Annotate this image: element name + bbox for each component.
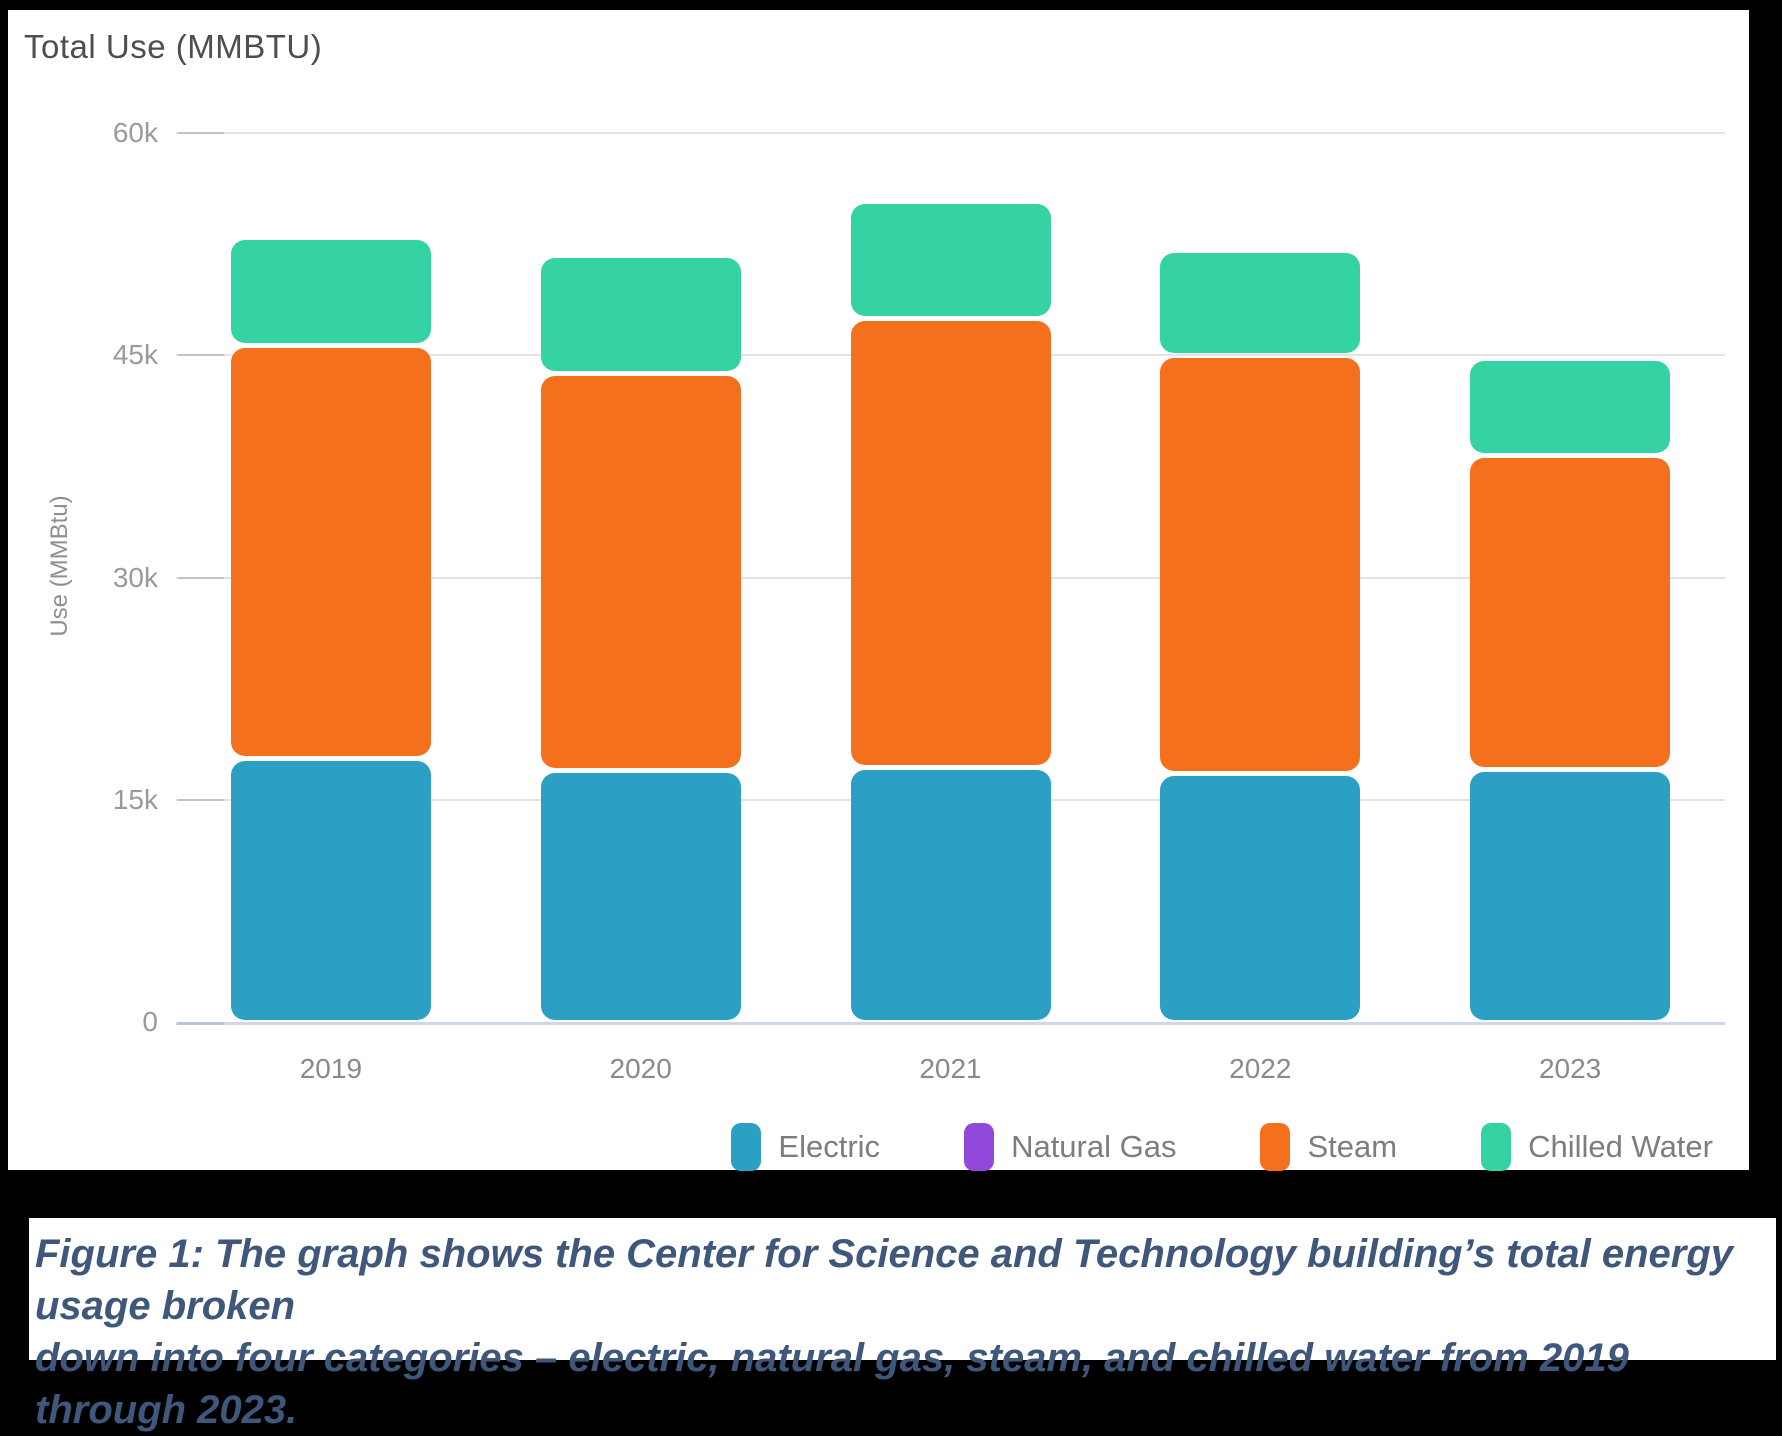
- bar-segment-electric-2023[interactable]: [1470, 771, 1671, 1020]
- x-axis-labels: 2019 2020 2021 2022 2023: [176, 1053, 1725, 1093]
- legend: Electric Natural Gas Steam Chilled Water: [731, 1120, 1713, 1174]
- x-tick-label-2022: 2022: [1229, 1053, 1292, 1084]
- bar-segment-steam-2020[interactable]: [540, 376, 741, 769]
- bar-segment-steam-2021[interactable]: [850, 321, 1051, 766]
- caption-line-1: Figure 1: The graph shows the Center for…: [35, 1232, 1734, 1328]
- bar-segment-steam-2019[interactable]: [230, 347, 431, 757]
- caption-line-2: down into four categories – electric, na…: [35, 1336, 1629, 1432]
- chart-panel: Total Use (MMBTU) Use (MMBtu) 0 15k 30k 45k…: [8, 10, 1749, 1171]
- y-tick-mark-30k: [178, 576, 224, 579]
- y-tick-label-15k: 15k: [112, 783, 158, 815]
- bar-segment-chilled-water-2021[interactable]: [850, 204, 1051, 317]
- chart-title: Total Use (MMBTU): [24, 28, 323, 65]
- legend-swatch-natural-gas: [964, 1123, 995, 1171]
- zero-axis-tick: [178, 1022, 224, 1025]
- x-tick-label-2023: 2023: [1538, 1053, 1602, 1084]
- legend-label-natural-gas: Natural Gas: [1011, 1129, 1177, 1164]
- legend-label-steam: Steam: [1307, 1129, 1398, 1164]
- bar-segment-electric-2020[interactable]: [540, 773, 741, 1020]
- bar-segment-chilled-water-2020[interactable]: [540, 257, 741, 372]
- legend-label-chilled-water: Chilled Water: [1528, 1129, 1713, 1164]
- bar-segment-chilled-water-2023[interactable]: [1470, 361, 1671, 453]
- gridline-60k: [176, 132, 1725, 134]
- x-tick-label-2020: 2020: [609, 1053, 672, 1084]
- legend-item-steam[interactable]: Steam: [1260, 1123, 1397, 1171]
- bar-segment-steam-2022[interactable]: [1160, 358, 1361, 772]
- x-tick-label-2021: 2021: [919, 1053, 982, 1084]
- caption-panel: Figure 1: The graph shows the Center for…: [29, 1218, 1776, 1432]
- legend-item-electric[interactable]: Electric: [731, 1123, 880, 1171]
- legend-swatch-chilled-water: [1481, 1123, 1512, 1171]
- legend-label-electric: Electric: [778, 1129, 881, 1164]
- y-tick-label-45k: 45k: [112, 339, 158, 371]
- legend-swatch-steam: [1260, 1123, 1291, 1171]
- legend-item-chilled-water[interactable]: Chilled Water: [1481, 1123, 1713, 1171]
- bar-segment-electric-2021[interactable]: [850, 770, 1051, 1020]
- y-tick-label-30k: 30k: [112, 561, 158, 593]
- y-tick-label-0: 0: [142, 1006, 158, 1037]
- y-tick-mark-60k: [178, 132, 224, 134]
- bar-segment-electric-2019[interactable]: [230, 761, 431, 1020]
- x-tick-label-2019: 2019: [299, 1053, 363, 1084]
- y-tick-mark-45k: [178, 354, 224, 357]
- legend-item-natural-gas[interactable]: Natural Gas: [964, 1123, 1176, 1171]
- bar-segment-chilled-water-2022[interactable]: [1160, 253, 1361, 354]
- bar-segment-steam-2023[interactable]: [1470, 457, 1671, 767]
- bar-segment-electric-2022[interactable]: [1160, 776, 1361, 1020]
- plot-area: [176, 132, 1725, 1025]
- y-tick-mark-15k: [178, 798, 224, 801]
- y-axis-labels: 0 15k 30k 45k 60k: [68, 117, 158, 1037]
- bar-segment-chilled-water-2019[interactable]: [230, 239, 431, 343]
- legend-swatch-electric: [731, 1123, 762, 1171]
- y-tick-label-60k: 60k: [112, 117, 158, 148]
